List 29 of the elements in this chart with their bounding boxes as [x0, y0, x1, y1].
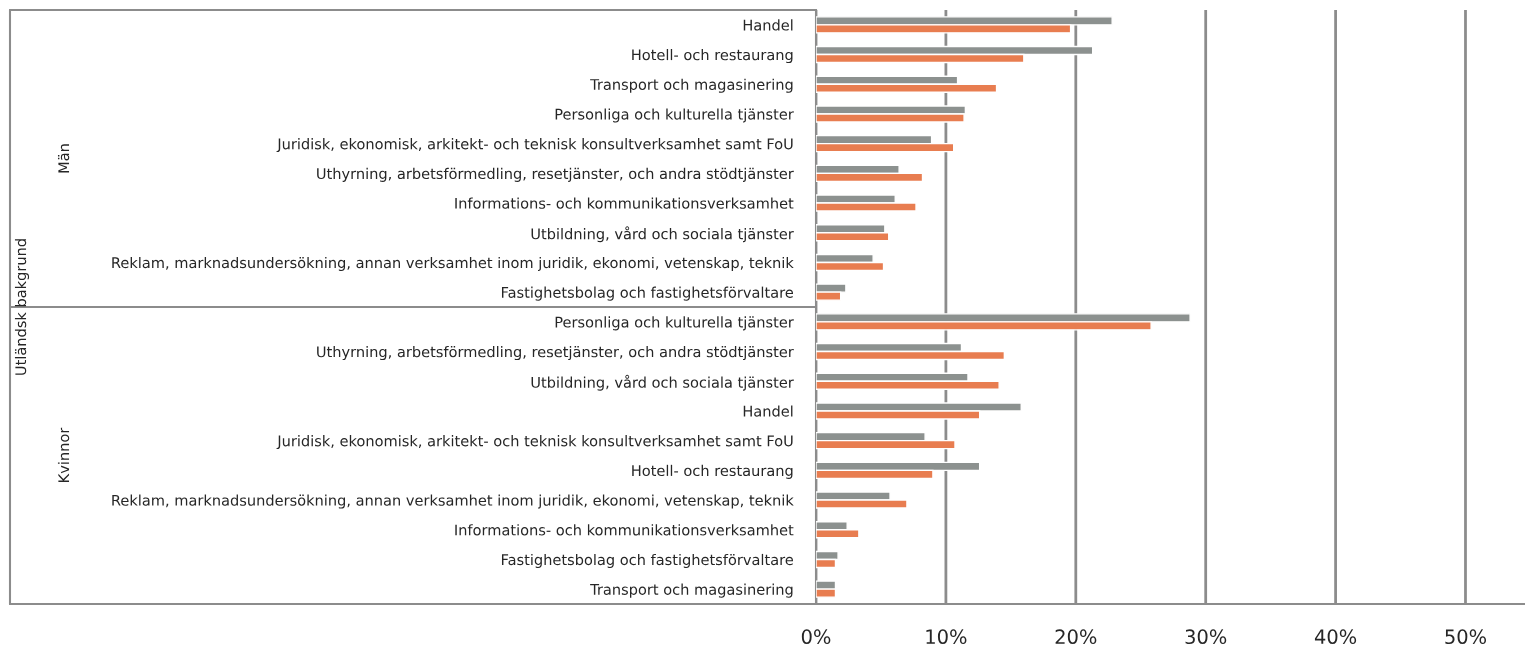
y-tick-label: Hotell- och restaurang	[632, 49, 793, 64]
y-tick-label: Personliga och kulturella tjänster	[555, 108, 794, 123]
text: Kvinnor	[57, 427, 70, 482]
y-tick-label: Informations- och kommunikationsverksamhet	[455, 197, 794, 209]
y-tick-label: Uthyrning, arbetsförmedling, resetjänster, och andra stödtjänster	[317, 346, 794, 361]
y-tick-label: Reklam, marknadsundersökning, annan verksamhet inom juridik, ekonomi, vetenskap, teknik	[112, 256, 794, 272]
y-tick-label: Juridisk, ekonomisk, arkitekt- och teknisk konsultverksamhet samt FoU	[276, 138, 793, 153]
y-tick-label: Reklam, marknadsundersökning, annan verksamhet inom juridik, ekonomi, vetenskap, teknik	[112, 494, 794, 509]
x-tick-label: 50%	[1445, 629, 1487, 645]
x-tick-label: 10%	[926, 629, 967, 645]
text: Utländsk bakgrund	[14, 239, 30, 375]
x-tick-label: 20%	[1055, 629, 1097, 645]
y-tick-label: Handel	[743, 405, 793, 417]
y-tick-label: Hotell- och restaurang	[632, 464, 793, 479]
y-tick-label: Utbildning, vård och sociala tjänster	[531, 374, 794, 391]
y-tick-label: Utbildning, vård och sociala tjänster	[531, 226, 794, 243]
y-tick-label: Informations- och kommunikationsverksamhet	[455, 524, 794, 536]
x-tick-label: 30%	[1185, 629, 1227, 645]
x-tick-label: 0%	[801, 629, 831, 645]
text: Män	[57, 144, 70, 173]
y-tick-label: Uthyrning, arbetsförmedling, resetjänster, och andra stödtjänster	[317, 167, 794, 182]
y-tick-label: Transport och magasinering	[590, 78, 793, 93]
y-tick-label: Juridisk, ekonomisk, arkitekt- och teknisk konsultverksamhet samt FoU	[276, 435, 793, 450]
y-tick-label: Fastighetsbolag och fastighetsförvaltare	[501, 286, 793, 301]
x-tick-label: 40%	[1314, 629, 1357, 645]
y-tick-label: Personliga och kulturella tjänster	[555, 316, 794, 331]
y-tick-label: Handel	[743, 19, 793, 31]
y-tick-label: Fastighetsbolag och fastighetsförvaltare	[501, 553, 793, 569]
y-tick-label: Transport och magasinering	[590, 583, 793, 598]
